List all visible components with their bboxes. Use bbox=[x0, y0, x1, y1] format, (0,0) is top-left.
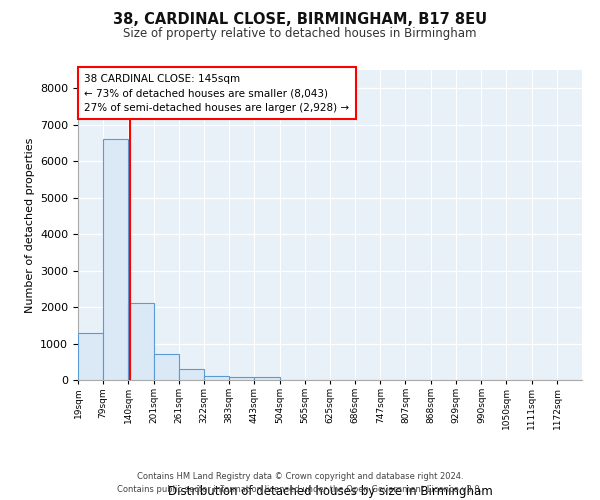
Bar bbox=[128, 304, 154, 380]
Bar bbox=[229, 378, 254, 380]
Y-axis label: Number of detached properties: Number of detached properties bbox=[25, 138, 35, 312]
X-axis label: Distribution of detached houses by size in Birmingham: Distribution of detached houses by size … bbox=[167, 484, 493, 498]
Bar bbox=[154, 354, 179, 380]
Text: 38, CARDINAL CLOSE, BIRMINGHAM, B17 8EU: 38, CARDINAL CLOSE, BIRMINGHAM, B17 8EU bbox=[113, 12, 487, 28]
Bar bbox=[78, 332, 103, 380]
Bar bbox=[204, 376, 229, 380]
Text: 38 CARDINAL CLOSE: 145sqm
← 73% of detached houses are smaller (8,043)
27% of se: 38 CARDINAL CLOSE: 145sqm ← 73% of detac… bbox=[84, 74, 349, 113]
Bar bbox=[179, 369, 204, 380]
Text: Size of property relative to detached houses in Birmingham: Size of property relative to detached ho… bbox=[123, 28, 477, 40]
Text: Contains HM Land Registry data © Crown copyright and database right 2024.: Contains HM Land Registry data © Crown c… bbox=[137, 472, 463, 481]
Text: Contains public sector information licensed under the Open Government Licence v3: Contains public sector information licen… bbox=[118, 485, 482, 494]
Bar bbox=[103, 140, 128, 380]
Bar bbox=[254, 378, 280, 380]
